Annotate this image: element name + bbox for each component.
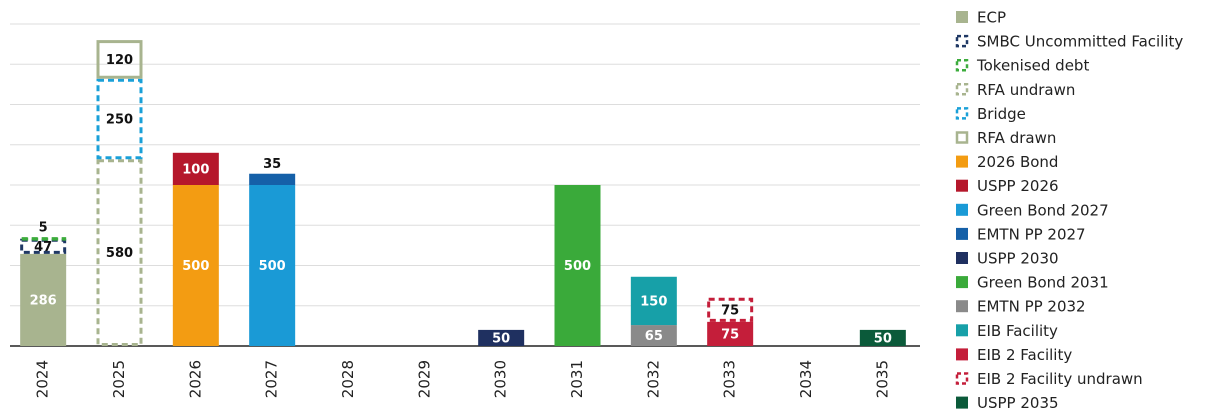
legend-label: RFA drawn <box>977 129 1056 147</box>
bar-segment <box>630 325 677 346</box>
x-tick-label: 2035 <box>873 360 891 398</box>
legend-label: EIB Facility <box>977 322 1058 340</box>
legend-swatch <box>955 372 969 385</box>
value-label: 47 <box>34 240 52 255</box>
legend-label: SMBC Uncommitted Facility <box>977 33 1183 51</box>
value-label: 120 <box>106 53 133 68</box>
bar-segment <box>707 297 754 322</box>
value-label: 500 <box>259 259 286 274</box>
bar-segment <box>20 253 67 346</box>
value-label: 500 <box>564 259 591 274</box>
bar-segment <box>707 321 754 346</box>
legend-label: Green Bond 2027 <box>977 201 1109 219</box>
value-label: 5 <box>39 221 48 236</box>
legend-label: EMTN PP 2027 <box>977 225 1086 243</box>
bar-segment <box>859 329 906 346</box>
legend-swatch <box>956 324 968 337</box>
bar-segment <box>249 173 296 185</box>
x-tick-label: 2031 <box>568 360 586 398</box>
value-label: 50 <box>492 331 510 346</box>
legend-swatch <box>955 34 969 48</box>
legend-label: USPP 2035 <box>977 394 1059 412</box>
value-label: 50 <box>874 331 892 346</box>
bar-segment <box>172 152 219 185</box>
value-label: 75 <box>721 327 739 342</box>
legend-label: Bridge <box>977 105 1026 123</box>
legend-label: USPP 2026 <box>977 177 1059 195</box>
legend-swatch <box>955 131 969 144</box>
x-tick-label: 2026 <box>186 360 204 398</box>
value-label: 100 <box>182 162 209 177</box>
x-tick-label: 2029 <box>415 360 433 398</box>
legend-label: EIB 2 Facility <box>977 346 1072 364</box>
legend-swatch <box>955 107 969 120</box>
legend-swatch <box>956 227 968 240</box>
bar-segment <box>172 185 219 346</box>
legend-swatch <box>956 11 968 23</box>
x-tick-label: 2027 <box>263 360 281 398</box>
legend-swatch <box>956 203 968 216</box>
legend-label: Green Bond 2031 <box>977 274 1109 292</box>
legend-label: Tokenised debt <box>976 57 1089 75</box>
legend-label: USPP 2030 <box>977 250 1059 268</box>
bar-segment <box>96 40 143 79</box>
x-tick-label: 2034 <box>797 360 815 398</box>
x-tick-label: 2032 <box>644 360 662 398</box>
legend-swatch <box>956 300 968 313</box>
legend-label: EMTN PP 2032 <box>977 298 1086 316</box>
value-label: 35 <box>263 157 281 172</box>
x-tick-label: 2033 <box>721 360 739 398</box>
bar-segment <box>96 159 143 346</box>
legend-swatch <box>956 155 968 168</box>
legend-label: EIB 2 Facility undrawn <box>977 370 1143 388</box>
bar-segment <box>96 78 143 160</box>
legend-swatch <box>955 58 969 72</box>
value-label: 75 <box>721 303 739 318</box>
x-tick-label: 2025 <box>110 360 128 398</box>
x-tick-label: 2030 <box>492 360 510 398</box>
value-label: 65 <box>645 329 663 344</box>
bar-segment <box>478 329 525 346</box>
legend-swatch <box>956 348 968 361</box>
legend-swatch <box>956 396 968 409</box>
legend-label: 2026 Bond <box>977 153 1058 171</box>
value-label: 500 <box>182 259 209 274</box>
legend-swatch <box>956 252 968 264</box>
bar-segment <box>630 276 677 326</box>
x-tick-label: 2024 <box>34 360 52 398</box>
legend-swatch <box>955 83 969 96</box>
bar-segment <box>554 185 601 346</box>
value-label: 286 <box>30 293 57 308</box>
value-label: 250 <box>106 112 133 127</box>
bar-segment <box>20 237 67 241</box>
legend-swatch <box>956 276 968 289</box>
legend-swatch <box>956 179 968 192</box>
bar-segment <box>249 185 296 346</box>
x-tick-label: 2028 <box>339 360 357 398</box>
value-label: 150 <box>640 294 667 309</box>
legend-label: ECP <box>977 9 1006 27</box>
value-label: 580 <box>106 246 133 261</box>
legend-label: RFA undrawn <box>977 81 1075 99</box>
